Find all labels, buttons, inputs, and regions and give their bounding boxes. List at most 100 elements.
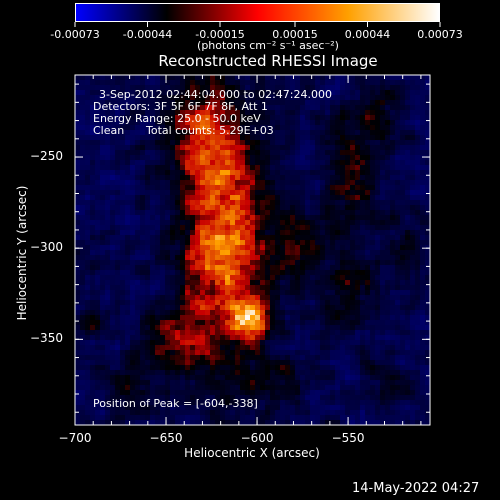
heatmap-cell: [350, 405, 356, 411]
heatmap-cell: [120, 150, 126, 156]
heatmap-cell: [120, 170, 126, 176]
heatmap-cell: [400, 225, 406, 231]
heatmap-cell: [185, 220, 191, 226]
heatmap-cell: [85, 400, 91, 406]
heatmap-cell: [305, 365, 311, 371]
heatmap-cell: [110, 355, 116, 361]
heatmap-cell: [395, 330, 401, 336]
heatmap-cell: [120, 210, 126, 216]
heatmap-cell: [225, 340, 231, 346]
heatmap-cell: [265, 215, 271, 221]
heatmap-cell: [80, 250, 86, 256]
heatmap-cell: [335, 290, 341, 296]
heatmap-cell: [150, 235, 156, 241]
heatmap-cell: [190, 335, 196, 341]
heatmap-cell: [150, 220, 156, 226]
heatmap-cell: [175, 350, 181, 356]
heatmap-cell: [415, 420, 421, 425]
heatmap-cell: [410, 350, 416, 356]
heatmap-cell: [260, 140, 266, 146]
heatmap-cell: [355, 85, 361, 91]
heatmap-cell: [75, 415, 81, 421]
heatmap-cell: [85, 130, 91, 136]
heatmap-cell: [315, 215, 321, 221]
heatmap-cell: [150, 420, 156, 425]
heatmap-cell: [380, 300, 386, 306]
heatmap-cell: [365, 195, 371, 201]
heatmap-cell: [300, 285, 306, 291]
heatmap-cell: [180, 310, 186, 316]
heatmap-cell: [205, 275, 211, 281]
heatmap-cell: [200, 195, 206, 201]
heatmap-cell: [405, 145, 411, 151]
heatmap-cell: [290, 75, 296, 81]
heatmap-cell: [190, 195, 196, 201]
heatmap-cell: [315, 380, 321, 386]
heatmap-cell: [365, 355, 371, 361]
heatmap-cell: [390, 360, 396, 366]
heatmap-cell: [245, 325, 251, 331]
heatmap-cell: [180, 285, 186, 291]
heatmap-cell: [335, 340, 341, 346]
heatmap-cell: [75, 245, 81, 251]
heatmap-cell: [80, 345, 86, 351]
heatmap-cell: [100, 230, 106, 236]
heatmap-cell: [330, 415, 336, 421]
heatmap-cell: [345, 370, 351, 376]
heatmap-cell: [210, 145, 216, 151]
heatmap-cell: [205, 150, 211, 156]
heatmap-cell: [355, 190, 361, 196]
heatmap-cell: [360, 240, 366, 246]
heatmap-cell: [375, 380, 381, 386]
heatmap-cell: [205, 210, 211, 216]
heatmap-cell: [245, 210, 251, 216]
heatmap-cell: [310, 365, 316, 371]
heatmap-cell: [170, 320, 176, 326]
heatmap-cell: [420, 280, 426, 286]
heatmap-cell: [180, 335, 186, 341]
heatmap-cell: [245, 175, 251, 181]
heatmap-cell: [135, 140, 141, 146]
heatmap-cell: [210, 365, 216, 371]
heatmap-cell: [185, 350, 191, 356]
heatmap-cell: [395, 305, 401, 311]
heatmap-cell: [400, 285, 406, 291]
heatmap-cell: [85, 410, 91, 416]
heatmap-cell: [195, 255, 201, 261]
heatmap-cell: [305, 195, 311, 201]
heatmap-cell: [115, 80, 121, 86]
heatmap-cell: [155, 410, 161, 416]
heatmap-cell: [370, 400, 376, 406]
heatmap-cell: [315, 385, 321, 391]
heatmap-cell: [395, 345, 401, 351]
heatmap-cell: [100, 265, 106, 271]
heatmap-cell: [405, 160, 411, 166]
heatmap-cell: [210, 325, 216, 331]
heatmap-cell: [410, 225, 416, 231]
heatmap-cell: [90, 265, 96, 271]
heatmap-cell: [130, 155, 136, 161]
heatmap-cell: [385, 315, 391, 321]
heatmap-cell: [80, 185, 86, 191]
heatmap-cell: [220, 335, 226, 341]
heatmap-cell: [255, 205, 261, 211]
heatmap-cell: [75, 330, 81, 336]
heatmap-cell: [410, 95, 416, 101]
heatmap-cell: [285, 130, 291, 136]
heatmap-cell: [160, 390, 166, 396]
heatmap-cell: [330, 300, 336, 306]
heatmap-cell: [290, 395, 296, 401]
heatmap-cell: [360, 95, 366, 101]
heatmap-cell: [185, 410, 191, 416]
heatmap-cell: [75, 305, 81, 311]
heatmap-cell: [350, 270, 356, 276]
heatmap-cell: [245, 360, 251, 366]
heatmap-cell: [100, 280, 106, 286]
heatmap-cell: [415, 255, 421, 261]
heatmap-cell: [135, 280, 141, 286]
heatmap-cell: [260, 410, 266, 416]
heatmap-cell: [335, 295, 341, 301]
heatmap-cell: [190, 315, 196, 321]
heatmap-cell: [150, 315, 156, 321]
heatmap-cell: [95, 285, 101, 291]
